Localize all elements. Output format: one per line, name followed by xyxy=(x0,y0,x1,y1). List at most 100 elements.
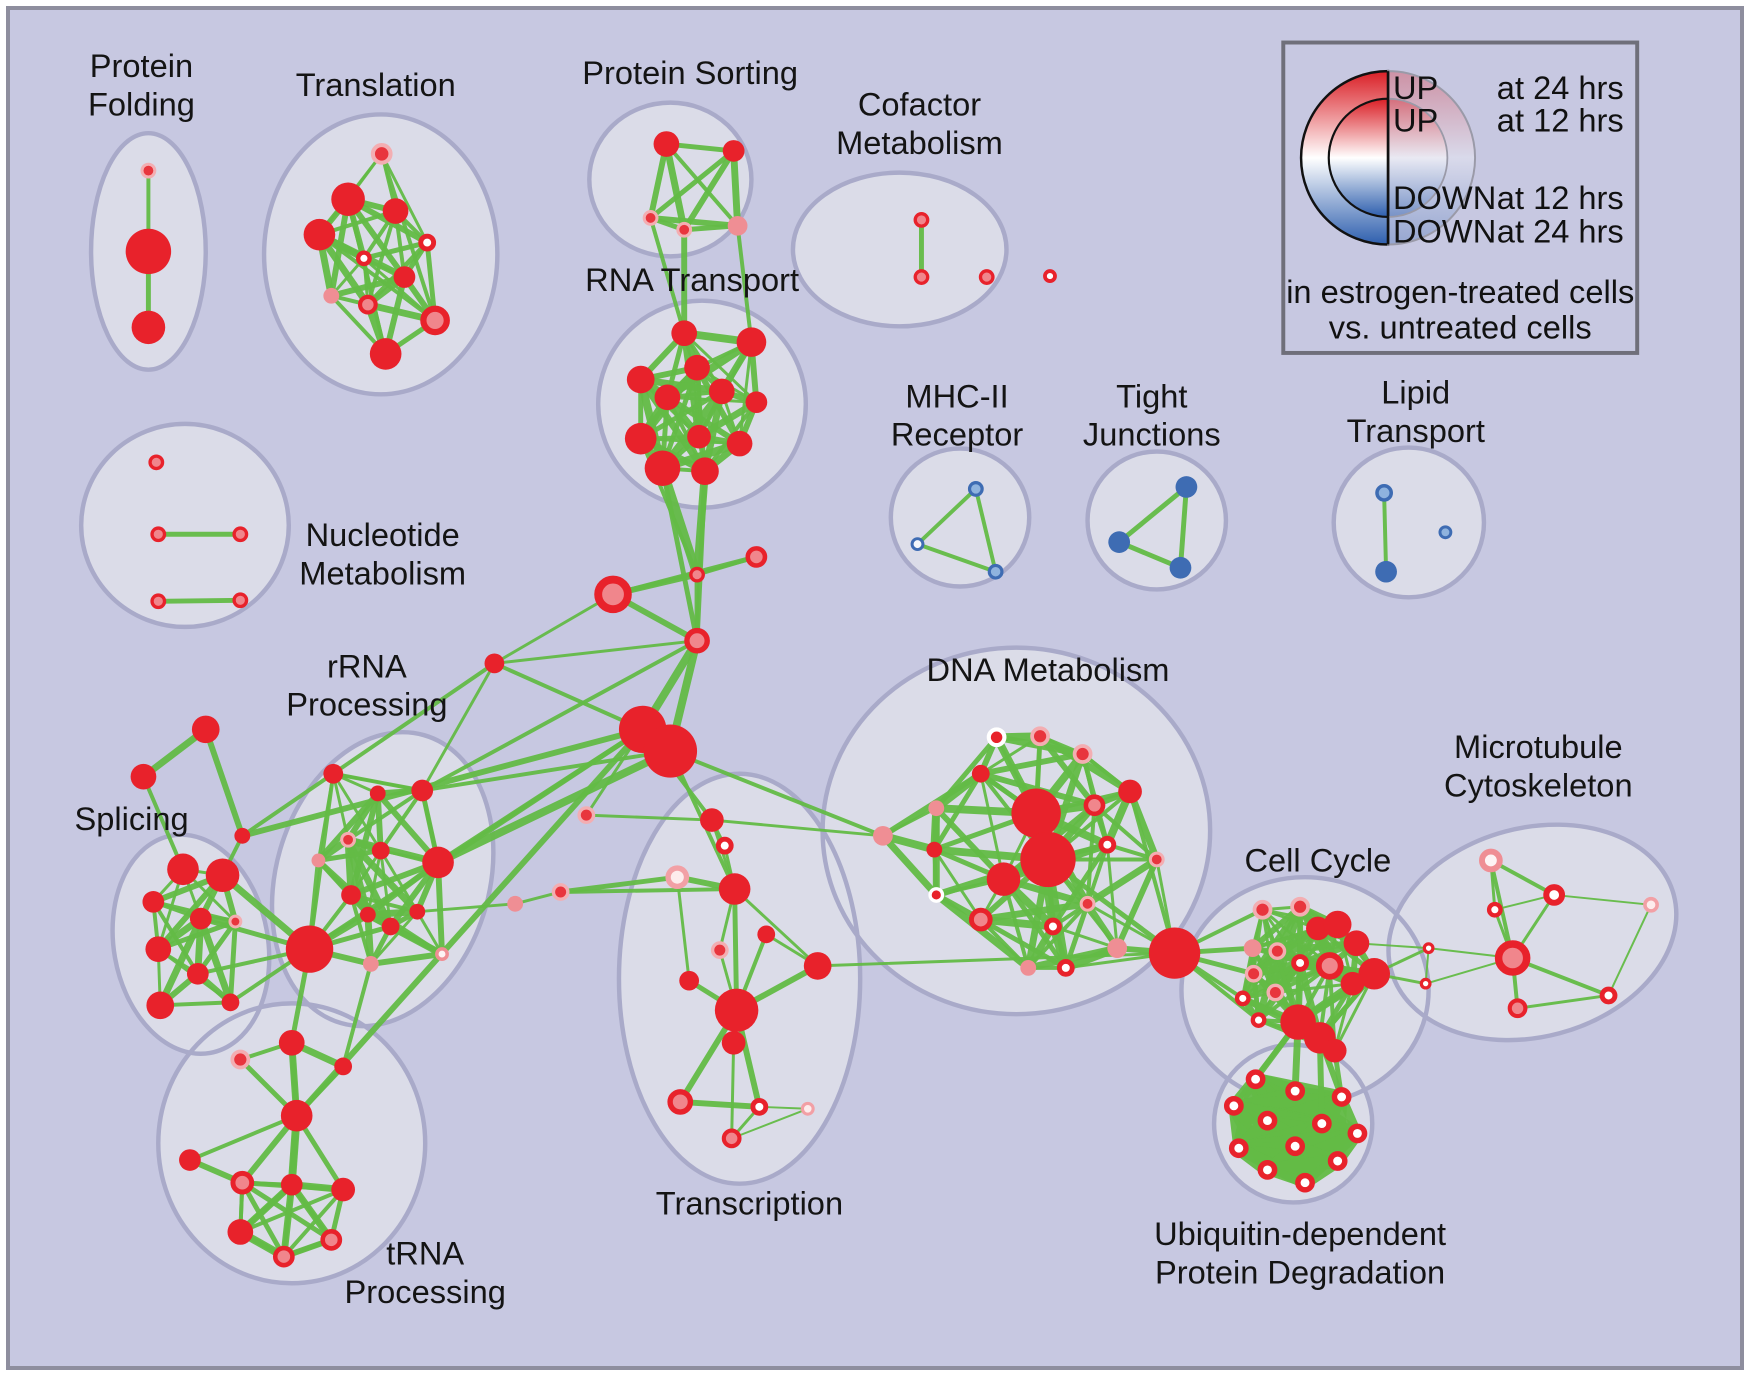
node-protein-sorting-0 xyxy=(653,131,680,157)
figure-frame: Protein Folding Translation Protein Sorting… xyxy=(6,6,1744,1370)
edge-dna-metabolism xyxy=(932,848,983,922)
node-dna-metabolism-0 xyxy=(986,727,1007,748)
node-rrna-processing-3 xyxy=(340,831,356,848)
node-nucleotide-metabolism-3 xyxy=(150,593,167,610)
node-rrna-processing-12 xyxy=(435,947,449,961)
cluster-ellipse-borders xyxy=(78,100,1679,1286)
node-tight-junctions-2 xyxy=(1169,556,1192,579)
edge-mhc-ii-receptor xyxy=(973,486,998,574)
node-dna-metabolism-12 xyxy=(873,825,893,846)
node-lipid-transport-0 xyxy=(1375,484,1394,502)
cluster-ellipse-dna-metabolism xyxy=(822,647,1211,1015)
edge-rrna-processing xyxy=(415,910,444,956)
node-dna-metabolism-21 xyxy=(1148,927,1201,979)
node-splicing-4 xyxy=(228,914,243,929)
node-connectors-6 xyxy=(684,627,710,654)
edge-connectors xyxy=(492,639,699,665)
node-dna-metabolism-10 xyxy=(1098,835,1117,854)
node-translation-1 xyxy=(331,182,365,216)
edge-connectors-dna-metabolism xyxy=(668,749,885,838)
edge-rrna-processing xyxy=(331,772,383,853)
cluster-label-protein-sorting: Protein Sorting xyxy=(582,55,798,91)
node-ubiquitin-degradation-6 xyxy=(1347,1123,1368,1144)
edge-trna-processing xyxy=(289,1182,334,1242)
edge-dna-metabolism xyxy=(979,734,1042,776)
edge-transcription-dna-metabolism xyxy=(710,818,885,838)
cluster-ellipse-border-nucleotide-metabolism xyxy=(78,421,292,630)
node-microtubule-cytoskeleton-8 xyxy=(1643,896,1659,913)
node-microtubule-cytoskeleton-1 xyxy=(1543,884,1566,906)
node-mhc-ii-receptor-2 xyxy=(987,563,1004,580)
edge-rrna-processing xyxy=(346,788,425,842)
edge-protein-sorting xyxy=(681,147,737,233)
node-cofactor-metabolism-2 xyxy=(978,269,995,285)
node-lipid-transport-1 xyxy=(1375,560,1397,583)
node-rna-transport-1 xyxy=(736,327,767,357)
legend-time-1: at 12 hrs xyxy=(1497,102,1624,138)
node-rna-transport-2 xyxy=(684,354,710,381)
node-cell-cycle-8 xyxy=(1291,954,1309,972)
cluster-label-rrna-processing: rRNA Processing xyxy=(286,648,447,722)
node-rrna-processing-8 xyxy=(359,906,376,923)
edge-splicing xyxy=(227,919,238,1005)
edge-connectors-rrna-processing xyxy=(420,661,496,792)
node-transcription-8 xyxy=(721,1030,746,1055)
edge-trna-processing-rrna-processing xyxy=(341,961,373,1069)
node-trna-processing-0 xyxy=(230,1049,251,1070)
node-splicing-6 xyxy=(186,962,209,985)
node-cell-cycle-2 xyxy=(1243,939,1262,958)
cluster-ellipse-border-trna-processing xyxy=(156,1001,428,1286)
node-splicing-3 xyxy=(189,907,212,930)
node-translation-3 xyxy=(303,218,336,251)
node-nucleotide-metabolism-4 xyxy=(232,592,249,609)
legend-wheel-inner-ring-faded xyxy=(1387,97,1449,218)
node-rrna-processing-13 xyxy=(285,925,334,973)
node-microtubule-cytoskeleton-0 xyxy=(1479,848,1503,873)
node-dna-metabolism-4 xyxy=(928,800,945,817)
node-splicing-7 xyxy=(146,991,175,1020)
edge-transcription xyxy=(677,1098,763,1110)
node-cofactor-metabolism-1 xyxy=(913,269,930,285)
node-trna-processing-2 xyxy=(334,1057,353,1076)
edge-protein-sorting xyxy=(664,142,740,228)
node-ubiquitin-degradation-11 xyxy=(1295,1172,1315,1193)
node-trna-processing-4 xyxy=(179,1149,201,1171)
node-mhc-ii-receptor-0 xyxy=(967,481,984,497)
node-rrna-processing-7 xyxy=(341,885,361,905)
edge-protein-sorting-rna-transport xyxy=(648,215,687,336)
node-rrna-processing-4 xyxy=(311,853,326,868)
edge-dna-metabolism xyxy=(879,832,940,899)
cluster-label-cell-cycle: Cell Cycle xyxy=(1244,842,1391,878)
edge-lipid-transport xyxy=(1382,490,1389,574)
node-microtubule-cytoskeleton-4 xyxy=(1419,977,1432,990)
node-cofactor-metabolism-3 xyxy=(1043,269,1057,283)
cluster-ellipse-border-lipid-transport xyxy=(1331,445,1487,600)
node-microtubule-cytoskeleton-5 xyxy=(1494,940,1531,976)
edge-dna-metabolism xyxy=(977,751,1086,777)
node-trna-processing-8 xyxy=(227,1219,254,1245)
node-rrna-processing-5 xyxy=(371,841,390,860)
node-rrna-processing-10 xyxy=(409,903,426,920)
edge-trna-processing xyxy=(281,1182,294,1259)
node-rna-transport-9 xyxy=(726,430,753,457)
node-dna-metabolism-3 xyxy=(971,764,990,783)
node-trna-processing-5 xyxy=(230,1170,255,1195)
node-transcription-5 xyxy=(679,970,700,991)
node-protein-folding-2 xyxy=(131,310,166,345)
cluster-ellipse-border-protein-sorting xyxy=(587,100,754,259)
node-translation-10 xyxy=(369,338,402,370)
node-connectors-0 xyxy=(191,715,220,744)
edge-translation xyxy=(346,197,388,356)
node-rrna-processing-11 xyxy=(362,956,379,972)
legend-wheel-outer-ring-faded xyxy=(1387,70,1477,246)
node-protein-sorting-1 xyxy=(722,140,745,162)
node-rna-transport-0 xyxy=(671,320,698,347)
edge-rrna-processing xyxy=(367,951,445,967)
node-cell-cycle-17 xyxy=(1340,971,1365,996)
edge-transcription xyxy=(675,875,691,983)
edge-connectors xyxy=(492,592,615,665)
node-ubiquitin-degradation-5 xyxy=(1311,1113,1332,1134)
edge-microtubule-cytoskeleton xyxy=(1488,858,1557,897)
node-transcription-3 xyxy=(718,873,751,905)
cluster-ellipse-lipid-transport xyxy=(1333,447,1484,598)
